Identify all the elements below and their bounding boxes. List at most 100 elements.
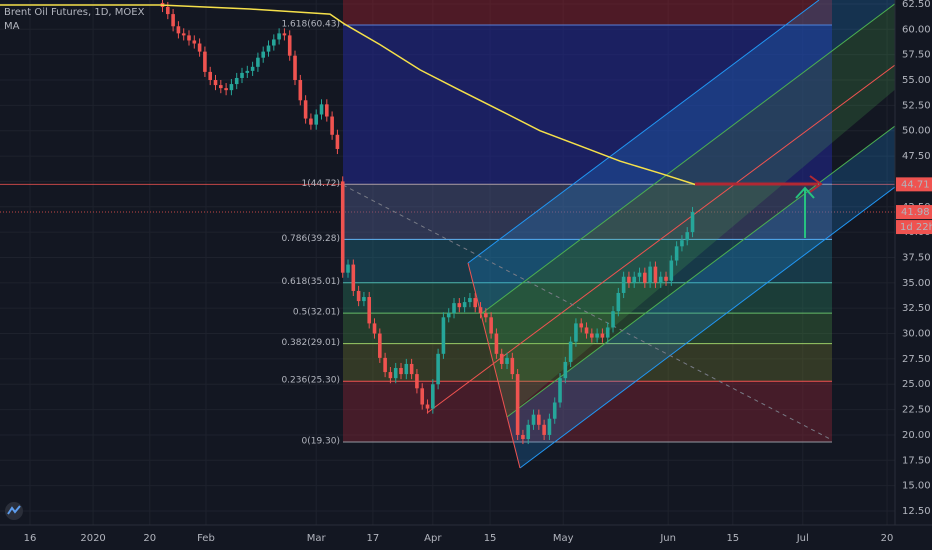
candle-body (510, 357, 515, 375)
trend-line (342, 184, 833, 441)
candle-body (478, 307, 483, 314)
y-tick-label: 35.00 (902, 278, 931, 289)
candle-body (600, 333, 605, 338)
channel-line (480, 3, 895, 315)
price-tag (896, 205, 932, 220)
fib-label: 0.5(32.01) (293, 308, 340, 318)
candle-body (680, 240, 684, 247)
candle-body (436, 353, 440, 385)
price-tag (896, 177, 932, 192)
candle-body (303, 100, 308, 119)
candle-body (393, 368, 398, 379)
candle-body (627, 276, 631, 283)
y-tick-label: 15.00 (902, 481, 931, 492)
axes: 12.50 15.00 17.50 20.00 22.50 25.00 27.50 30.00… (24, 0, 932, 544)
candle-body (383, 357, 387, 373)
candle-body (234, 77, 239, 85)
y-tick-label: 37.50 (902, 252, 931, 263)
fib-band (343, 0, 832, 25)
y-tick-label: 62.50 (902, 0, 931, 10)
candle-body (272, 39, 276, 46)
candle-body (446, 313, 451, 318)
candle-body (166, 6, 170, 15)
candle-body (484, 313, 488, 318)
candle-body (256, 57, 260, 67)
y-tick-label: 27.50 (902, 354, 931, 365)
candle-body (346, 264, 350, 273)
candle-body (468, 298, 472, 303)
candle-body (590, 333, 594, 338)
candle-body (605, 327, 610, 338)
fib-band (343, 343, 832, 382)
annotations (695, 175, 823, 238)
fib-band (343, 184, 832, 240)
candle-body (574, 323, 578, 342)
candle-body (399, 368, 403, 375)
candle-body (547, 418, 552, 435)
candle-body (213, 80, 218, 86)
candle-body (224, 88, 228, 91)
y-tick-label: 25.00 (902, 379, 931, 390)
x-tick-label: 15 (484, 533, 497, 544)
x-tick-label: 17 (367, 533, 380, 544)
candle-body (277, 33, 281, 40)
candle-body (356, 290, 361, 302)
x-tick-label: 16 (24, 533, 37, 544)
price-tag-label: 41.98 (901, 207, 930, 218)
candle-body (579, 323, 584, 328)
y-tick-label: 22.50 (902, 405, 931, 416)
candle-body (181, 33, 186, 36)
y-tick-label: 47.50 (902, 151, 931, 162)
candle-body (335, 134, 340, 149)
fib-label: 0(19.30) (301, 437, 340, 447)
candle-body (494, 333, 499, 354)
y-tick-label: 55.00 (902, 75, 931, 86)
candle-body (531, 414, 536, 425)
candle-body (197, 43, 202, 52)
candle-body (515, 374, 520, 435)
candle-body (552, 402, 557, 419)
candle-body (621, 276, 626, 293)
candle-body (568, 341, 573, 362)
countdown: 1d 22h (900, 222, 932, 233)
candle-body (208, 71, 213, 81)
y-tick-label: 57.50 (902, 50, 931, 61)
fib-label: 0.236(25.30) (281, 376, 340, 386)
candle-body (669, 260, 674, 281)
candle-body (187, 35, 191, 41)
candles (0, 0, 696, 445)
fib-label: 0.382(29.01) (281, 338, 340, 348)
candle-body (219, 85, 223, 89)
fib-label: 0.618(35.01) (281, 277, 340, 287)
candle-body (489, 317, 493, 334)
candle-body (632, 276, 637, 283)
candle-body (192, 40, 197, 44)
chart-title: Brent Oil Futures, 1D, MOEX (4, 7, 145, 18)
y-tick-label: 17.50 (902, 455, 931, 466)
candle-body (537, 414, 541, 425)
y-tick-label: 20.00 (902, 430, 931, 441)
y-tick-label: 50.00 (902, 126, 931, 137)
channel-band (507, 126, 895, 468)
fib-label: 1.618(60.43) (281, 19, 340, 29)
channel-line (519, 186, 895, 469)
arrow-head (795, 186, 815, 199)
fib-band (343, 381, 832, 443)
candle-body (319, 104, 324, 115)
candle-body (611, 311, 615, 328)
x-tick-label: Jul (796, 533, 809, 544)
candle-body (452, 303, 456, 314)
candle-body (595, 333, 599, 338)
candle-body (245, 70, 250, 73)
candle-body (616, 292, 621, 312)
candle-body (425, 404, 430, 409)
candle-body (176, 26, 181, 34)
y-tick-label: 60.00 (902, 24, 931, 35)
candle-body (674, 246, 679, 261)
countdown-tag (896, 220, 932, 235)
candle-body (431, 384, 435, 409)
candle-body (325, 104, 329, 117)
candle-body (250, 66, 255, 71)
candle-body (340, 181, 345, 273)
candle-body (473, 298, 478, 308)
